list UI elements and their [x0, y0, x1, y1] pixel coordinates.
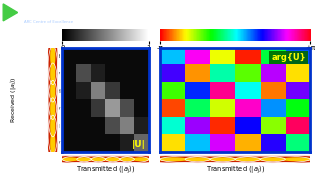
Circle shape: [266, 156, 320, 162]
Circle shape: [117, 155, 166, 163]
Circle shape: [47, 95, 59, 157]
Polygon shape: [3, 4, 18, 21]
Circle shape: [49, 86, 57, 132]
Circle shape: [159, 158, 186, 161]
Circle shape: [74, 155, 123, 163]
Circle shape: [47, 25, 59, 88]
Circle shape: [209, 158, 236, 161]
Circle shape: [51, 81, 55, 102]
Circle shape: [49, 68, 57, 114]
Circle shape: [89, 155, 137, 163]
Circle shape: [49, 33, 57, 79]
Circle shape: [241, 156, 304, 162]
Circle shape: [256, 155, 320, 163]
Circle shape: [134, 158, 149, 161]
Circle shape: [231, 155, 315, 163]
Text: |U|: |U|: [132, 140, 146, 149]
Circle shape: [47, 112, 59, 175]
Circle shape: [141, 156, 204, 162]
Text: arg{U}: arg{U}: [271, 53, 306, 62]
Text: Transmitted ($|a_j\rangle$): Transmitted ($|a_j\rangle$): [76, 164, 135, 176]
Circle shape: [47, 77, 59, 140]
Circle shape: [60, 155, 108, 163]
Circle shape: [259, 158, 286, 161]
Circle shape: [49, 51, 57, 97]
Circle shape: [105, 158, 121, 161]
Circle shape: [62, 158, 77, 161]
Circle shape: [51, 46, 55, 67]
Circle shape: [166, 156, 229, 162]
Circle shape: [80, 156, 116, 162]
Circle shape: [131, 155, 215, 163]
Circle shape: [51, 116, 55, 136]
Circle shape: [156, 155, 240, 163]
Circle shape: [51, 98, 55, 119]
Circle shape: [76, 158, 92, 161]
Text: Transmitted ($|a_j\rangle$): Transmitted ($|a_j\rangle$): [205, 164, 265, 176]
Circle shape: [109, 156, 145, 162]
Circle shape: [45, 155, 94, 163]
Circle shape: [91, 158, 106, 161]
Text: Propagation Matrix: Propagation Matrix: [100, 5, 252, 19]
Text: ARC Centre of Excellence: ARC Centre of Excellence: [24, 20, 73, 24]
Circle shape: [49, 103, 57, 149]
Circle shape: [191, 156, 254, 162]
Circle shape: [51, 133, 55, 154]
Circle shape: [119, 158, 135, 161]
Circle shape: [47, 60, 59, 123]
Circle shape: [103, 155, 151, 163]
Y-axis label: Received ($|a_j\rangle$): Received ($|a_j\rangle$): [9, 76, 19, 123]
Circle shape: [95, 156, 131, 162]
Circle shape: [47, 42, 59, 105]
Circle shape: [66, 156, 102, 162]
Circle shape: [216, 156, 279, 162]
Circle shape: [124, 156, 160, 162]
Circle shape: [52, 156, 88, 162]
Circle shape: [234, 158, 261, 161]
Circle shape: [184, 158, 211, 161]
Circle shape: [284, 158, 311, 161]
Text: cudos: cudos: [24, 7, 54, 16]
Circle shape: [180, 155, 265, 163]
Circle shape: [51, 63, 55, 84]
Circle shape: [49, 120, 57, 166]
Circle shape: [206, 155, 290, 163]
